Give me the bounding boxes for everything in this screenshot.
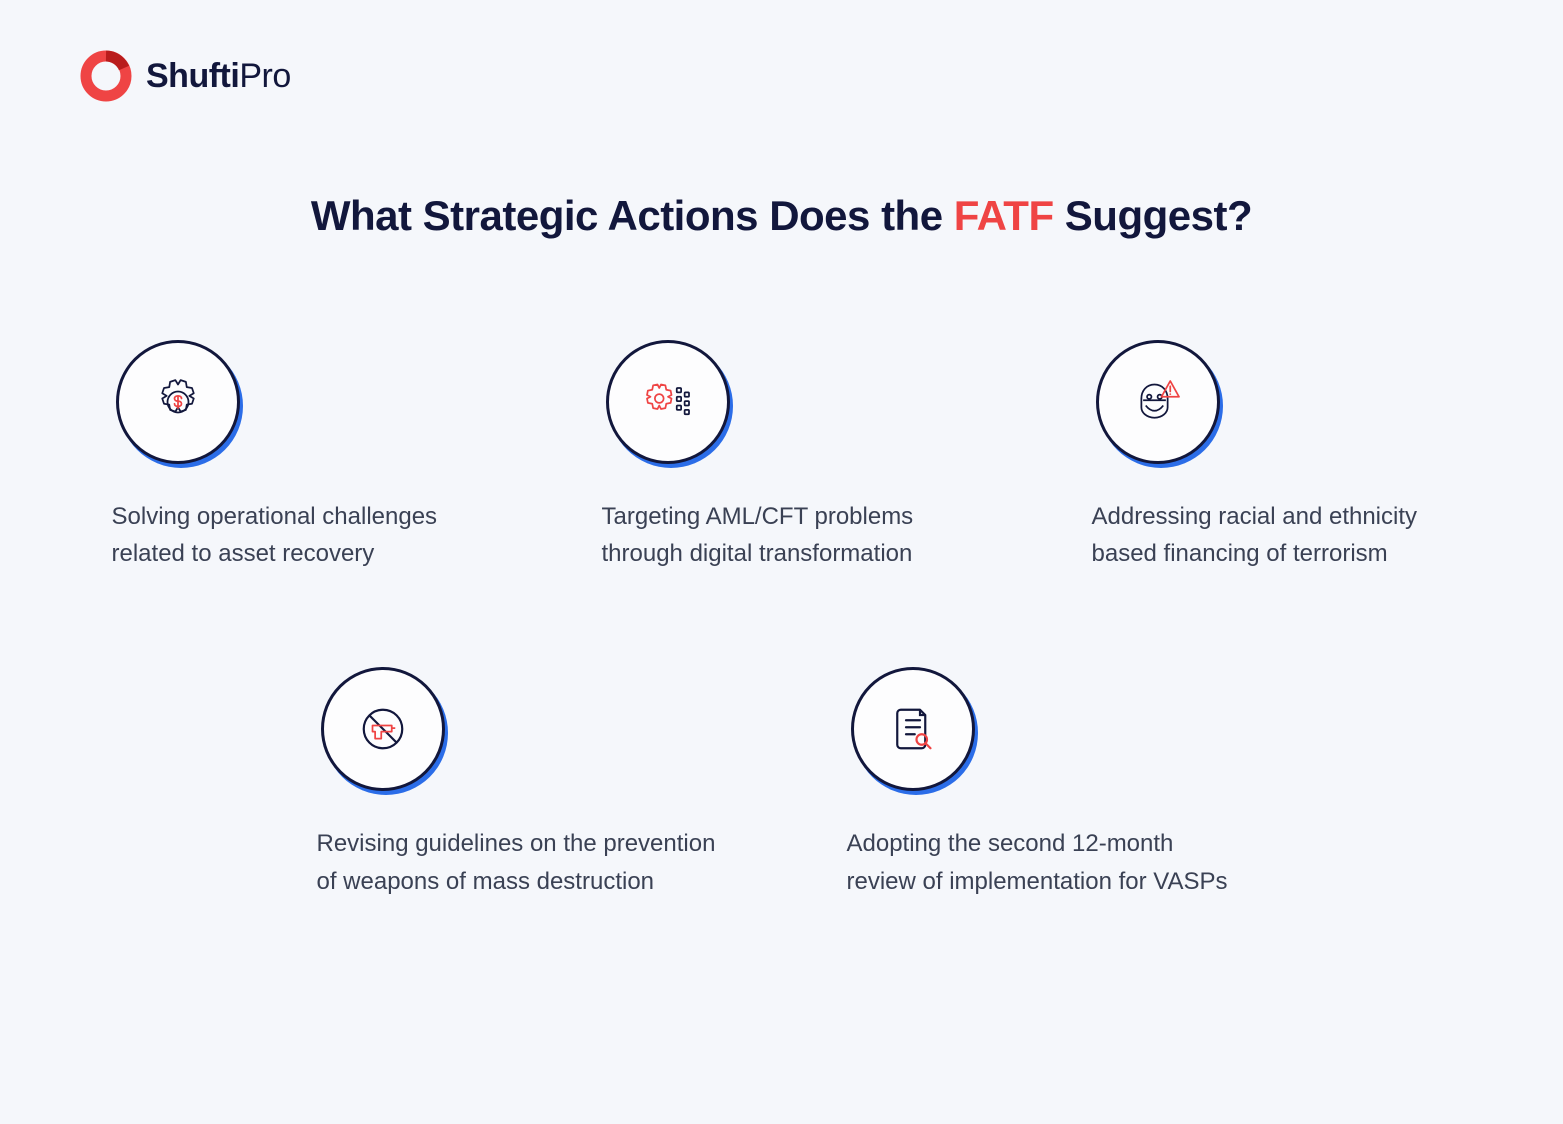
strategy-item: Revising guidelines on the prevention of… bbox=[317, 667, 717, 899]
title-highlight: FATF bbox=[954, 192, 1054, 239]
icon-badge bbox=[606, 340, 730, 464]
item-caption: Addressing racial and ethnicity based fi… bbox=[1092, 498, 1452, 572]
grid-row-2: Revising guidelines on the prevention of… bbox=[80, 667, 1483, 899]
terrorist-alert-icon bbox=[1130, 374, 1186, 430]
logo-wordmark: ShuftiPro bbox=[146, 57, 291, 96]
item-caption: Solving operational challenges related t… bbox=[112, 498, 472, 572]
item-caption: Revising guidelines on the prevention of… bbox=[317, 825, 717, 899]
title-post: Suggest? bbox=[1054, 192, 1253, 239]
gear-dollar-icon bbox=[150, 374, 206, 430]
no-weapon-icon bbox=[355, 701, 411, 757]
logo-ring-icon bbox=[80, 50, 132, 102]
items-grid: Solving operational challenges related t… bbox=[80, 340, 1483, 900]
gear-digital-icon bbox=[640, 374, 696, 430]
icon-badge bbox=[116, 340, 240, 464]
infographic-page: ShuftiPro What Strategic Actions Does th… bbox=[0, 0, 1563, 1124]
brand-logo: ShuftiPro bbox=[80, 50, 1483, 102]
icon-badge bbox=[321, 667, 445, 791]
strategy-item: Adopting the second 12-month review of i… bbox=[847, 667, 1247, 899]
page-title: What Strategic Actions Does the FATF Sug… bbox=[80, 192, 1483, 240]
icon-badge bbox=[1096, 340, 1220, 464]
logo-text-light: Pro bbox=[239, 57, 290, 95]
title-pre: What Strategic Actions Does the bbox=[311, 192, 954, 239]
item-caption: Targeting AML/CFT problems through digit… bbox=[602, 498, 962, 572]
strategy-item: Addressing racial and ethnicity based fi… bbox=[1092, 340, 1452, 572]
icon-badge bbox=[851, 667, 975, 791]
item-caption: Adopting the second 12-month review of i… bbox=[847, 825, 1247, 899]
document-review-icon bbox=[885, 701, 941, 757]
strategy-item: Targeting AML/CFT problems through digit… bbox=[602, 340, 962, 572]
grid-row-1: Solving operational challenges related t… bbox=[80, 340, 1483, 572]
logo-text-bold: Shufti bbox=[146, 57, 239, 95]
strategy-item: Solving operational challenges related t… bbox=[112, 340, 472, 572]
